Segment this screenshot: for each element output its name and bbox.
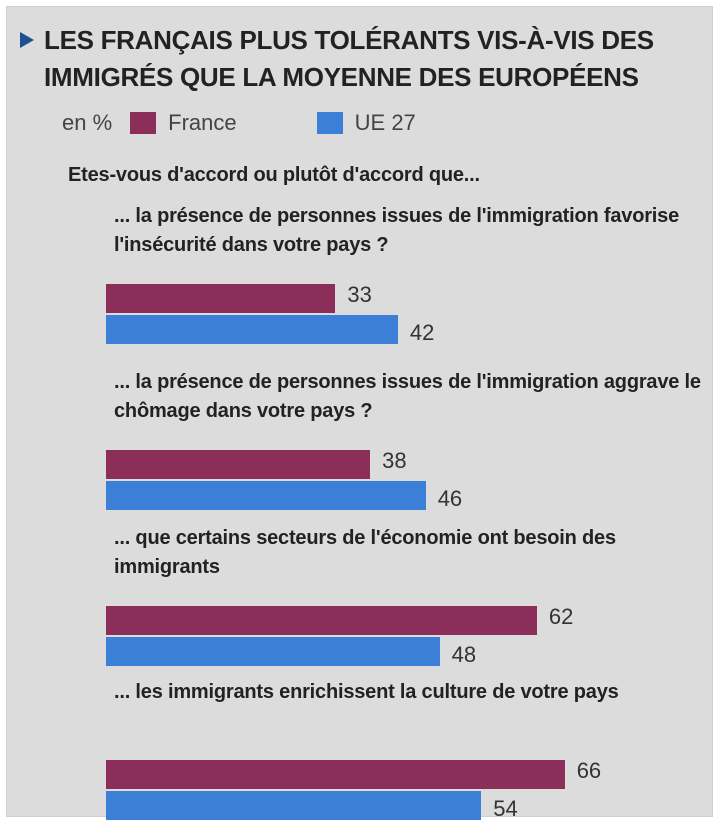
legend-swatch-france [130,112,157,134]
category-label: ... que certains secteurs de l'économie … [114,527,616,578]
title-row: LES FRANÇAIS PLUS TOLÉRANTS VIS-À-VIS DE… [20,22,704,96]
value-label-france: 38 [382,448,407,473]
value-label-eu: 48 [451,642,477,667]
value-label-eu: 54 [493,796,518,821]
legend-label-france: France [168,110,237,135]
bar-eu [106,791,482,820]
bar-france [106,760,565,789]
value-label-france: 66 [576,758,602,783]
question-text: Etes-vous d'accord ou plutôt d'accord qu… [68,164,480,186]
value-label-eu: 46 [437,486,463,511]
chart-title: LES FRANÇAIS PLUS TOLÉRANTS VIS-À-VIS DE… [44,25,654,92]
value-label-eu: 42 [409,320,435,345]
bar-eu [106,481,426,510]
legend-label-eu: UE 27 [354,110,416,135]
legend: en % France UE 27 [62,110,496,136]
bar-eu [106,315,398,344]
bar-france [106,450,371,479]
category-label: ... la présence de personnes issues de l… [114,371,701,422]
value-label-france: 62 [548,604,574,629]
category-label: ... la présence de personnes issues de l… [114,205,679,256]
bar-eu [106,637,440,666]
category-label: ... les immigrants enrichissent la cultu… [114,681,619,703]
bar-france [106,606,537,635]
value-label-france: 33 [347,282,372,307]
chart-panel: LES FRANÇAIS PLUS TOLÉRANTS VIS-À-VIS DE… [6,6,713,821]
bar-france [106,284,336,313]
arrow-icon [20,32,34,48]
unit-label: en % [62,110,113,135]
legend-swatch-eu [316,112,343,134]
